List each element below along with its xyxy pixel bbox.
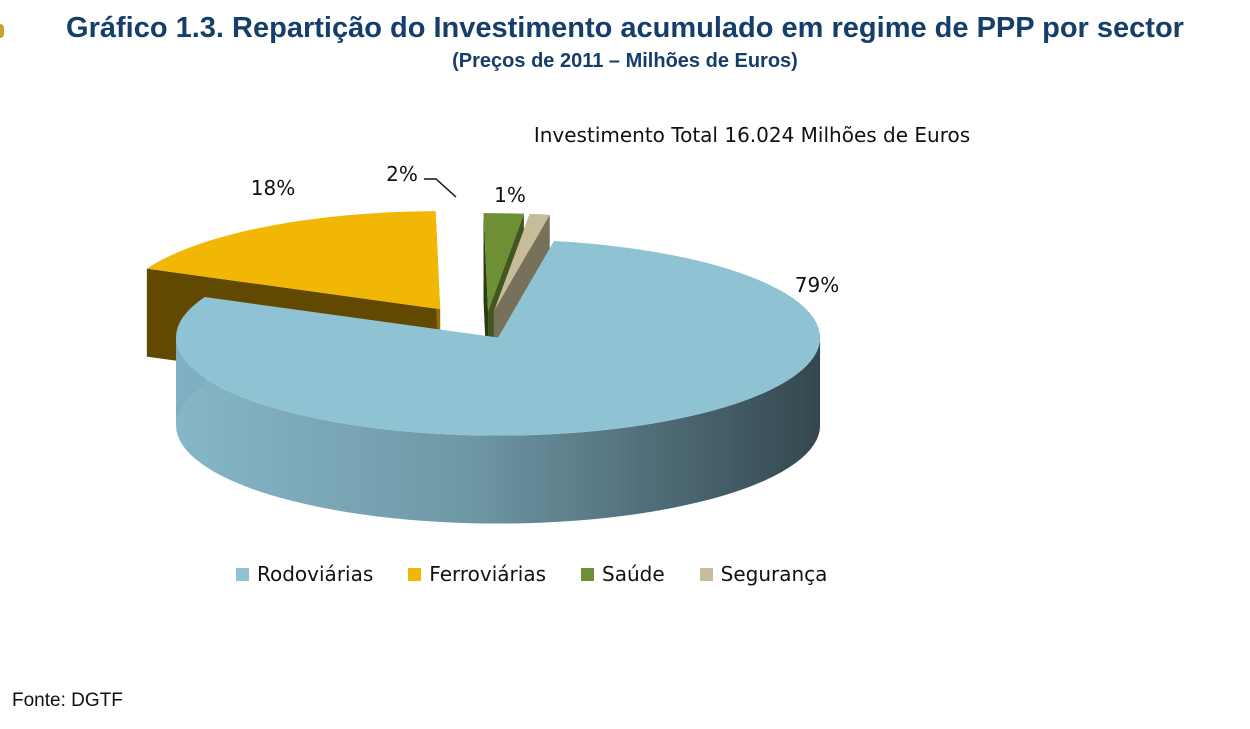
page-title: Gráfico 1.3. Repartição do Investimento … bbox=[66, 12, 1184, 44]
data-label-rodoviárias: 79% bbox=[795, 273, 839, 297]
legend-item-saúde: Saúde bbox=[581, 562, 665, 586]
legend-label: Saúde bbox=[602, 562, 665, 586]
data-label-ferroviárias: 18% bbox=[251, 176, 295, 200]
chart-legend: Rodoviárias Ferroviárias Saúde Segurança bbox=[236, 560, 827, 588]
legend-swatch bbox=[408, 567, 422, 581]
data-label-saúde: 2% bbox=[386, 162, 418, 186]
data-labels: 79% 18% 2% 1% bbox=[251, 162, 839, 297]
legend-swatch bbox=[699, 567, 713, 581]
legend-item-rodoviárias: Rodoviárias bbox=[236, 562, 373, 586]
legend-label: Segurança bbox=[720, 562, 828, 586]
legend-label: Rodoviárias bbox=[257, 562, 374, 586]
chart-title: Investimento Total 16.024 Milhões de Eur… bbox=[534, 123, 970, 147]
source-note: Fonte: DGTF bbox=[12, 690, 123, 711]
legend-item-ferroviárias: Ferroviárias bbox=[408, 562, 546, 586]
legend-swatch bbox=[236, 567, 249, 581]
decorative-mark bbox=[0, 24, 4, 38]
leader-line bbox=[424, 178, 457, 198]
legend-label: Ferroviárias bbox=[429, 562, 546, 586]
legend-item-segurança: Segurança bbox=[699, 562, 828, 586]
legend-swatch bbox=[581, 567, 594, 581]
data-label-segurança: 1% bbox=[494, 183, 526, 207]
pie-slices bbox=[146, 211, 821, 524]
page-subtitle: (Preços de 2011 – Milhões de Euros) bbox=[452, 50, 798, 72]
slice-rodoviárias bbox=[176, 241, 821, 524]
